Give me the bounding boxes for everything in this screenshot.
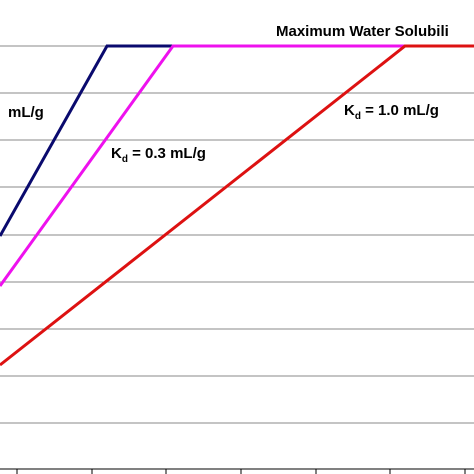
kd-high-label: Kd = 1.0 mL/g [344,102,439,122]
series-line-2 [0,44,474,367]
kd-mid-rest: = 0.3 mL/g [128,145,206,162]
kd-high-prefix: K [344,102,355,119]
series-layer [0,44,474,367]
x-axis [0,468,474,474]
kd-high-sub: d [355,111,361,122]
kd-high-rest: = 1.0 mL/g [361,102,439,119]
max-solubility-label: Maximum Water Solubili [276,23,449,40]
kd-mid-sub: d [122,154,128,165]
kd-mid-label: Kd = 0.3 mL/g [111,145,206,165]
series-line-1 [0,44,474,287]
kd-mid-prefix: K [111,145,122,162]
series-line-0 [0,44,474,237]
kd-partial-label: mL/g [8,104,44,121]
